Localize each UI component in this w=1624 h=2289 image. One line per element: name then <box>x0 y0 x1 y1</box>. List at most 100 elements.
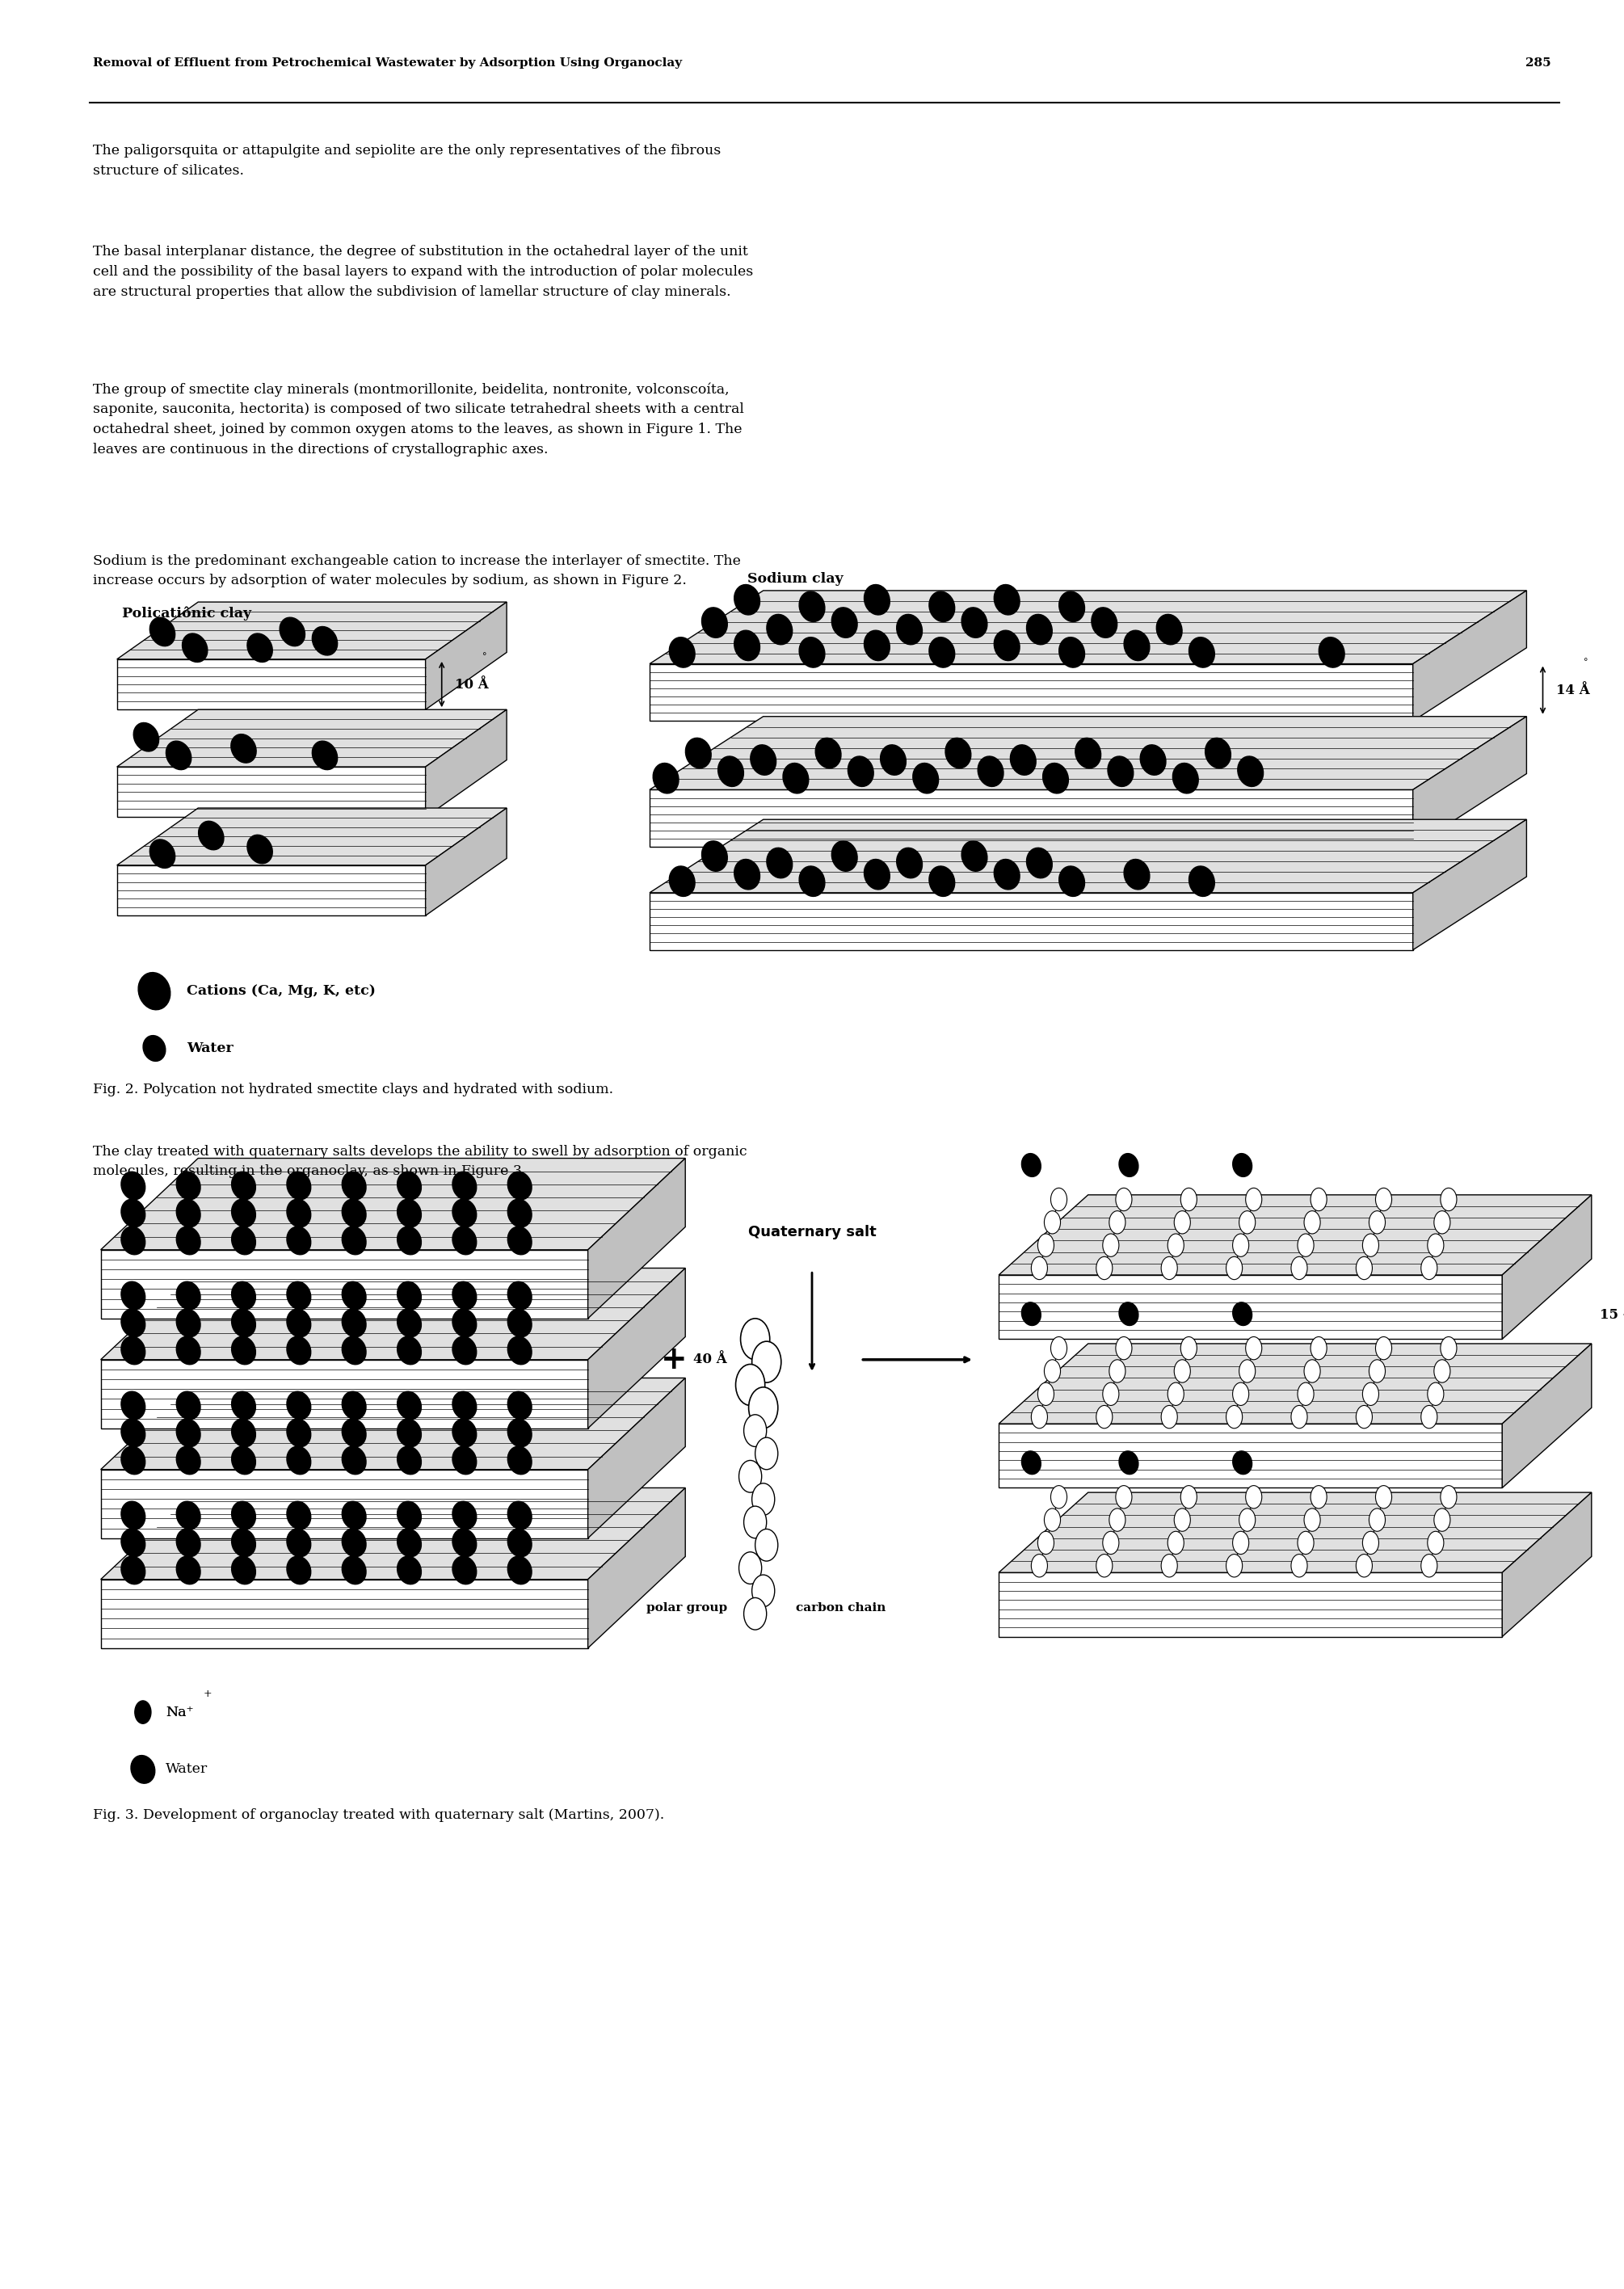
Ellipse shape <box>1124 629 1150 662</box>
Circle shape <box>1356 1257 1372 1280</box>
Ellipse shape <box>232 1199 255 1227</box>
Polygon shape <box>588 1268 685 1428</box>
Ellipse shape <box>734 858 760 890</box>
Polygon shape <box>1502 1492 1592 1637</box>
Polygon shape <box>117 602 507 659</box>
Ellipse shape <box>1021 1302 1041 1325</box>
Ellipse shape <box>287 1227 310 1254</box>
Circle shape <box>135 1701 151 1724</box>
Ellipse shape <box>734 629 760 662</box>
Ellipse shape <box>767 613 793 645</box>
Ellipse shape <box>138 973 171 1009</box>
Circle shape <box>1440 1188 1457 1211</box>
Circle shape <box>1096 1405 1112 1428</box>
Ellipse shape <box>864 629 890 662</box>
Circle shape <box>1376 1188 1392 1211</box>
Circle shape <box>1109 1360 1125 1383</box>
Ellipse shape <box>122 1172 145 1199</box>
Circle shape <box>1181 1188 1197 1211</box>
Circle shape <box>1096 1554 1112 1577</box>
Ellipse shape <box>702 840 728 872</box>
Polygon shape <box>425 710 507 817</box>
Ellipse shape <box>1189 865 1215 897</box>
Ellipse shape <box>799 636 825 668</box>
Circle shape <box>1031 1257 1047 1280</box>
Ellipse shape <box>864 858 890 890</box>
Circle shape <box>1051 1337 1067 1360</box>
Circle shape <box>1174 1508 1190 1531</box>
Polygon shape <box>999 1344 1592 1424</box>
Ellipse shape <box>508 1557 531 1584</box>
Ellipse shape <box>398 1337 421 1364</box>
Ellipse shape <box>453 1172 476 1199</box>
Circle shape <box>1291 1554 1307 1577</box>
Polygon shape <box>588 1378 685 1538</box>
Ellipse shape <box>1059 865 1085 897</box>
Ellipse shape <box>343 1282 365 1309</box>
Text: The clay treated with quaternary salts develops the ability to swell by adsorpti: The clay treated with quaternary salts d… <box>93 1144 747 1179</box>
Ellipse shape <box>718 755 744 787</box>
Ellipse shape <box>453 1227 476 1254</box>
Text: Sodium is the predominant exchangeable cation to increase the interlayer of smec: Sodium is the predominant exchangeable c… <box>93 554 741 588</box>
Text: polar group: polar group <box>646 1602 728 1614</box>
Text: °: ° <box>482 652 487 662</box>
Circle shape <box>1116 1337 1132 1360</box>
Circle shape <box>1304 1211 1320 1234</box>
Ellipse shape <box>398 1282 421 1309</box>
Text: Sodium clay: Sodium clay <box>747 572 843 586</box>
Polygon shape <box>650 790 1413 847</box>
Text: The paligorsquita or attapulgite and sepiolite are the only representatives of t: The paligorsquita or attapulgite and sep… <box>93 144 721 179</box>
Circle shape <box>1363 1383 1379 1405</box>
Circle shape <box>1168 1234 1184 1257</box>
Circle shape <box>1044 1211 1060 1234</box>
Polygon shape <box>1413 819 1527 950</box>
Ellipse shape <box>913 762 939 794</box>
Ellipse shape <box>177 1502 200 1529</box>
Text: Fig. 2. Polycation not hydrated smectite clays and hydrated with sodium.: Fig. 2. Polycation not hydrated smectite… <box>93 1083 612 1096</box>
Ellipse shape <box>231 735 257 762</box>
Circle shape <box>1044 1508 1060 1531</box>
Ellipse shape <box>343 1199 365 1227</box>
Ellipse shape <box>122 1282 145 1309</box>
Ellipse shape <box>1010 744 1036 776</box>
Text: +: + <box>661 1344 687 1376</box>
Ellipse shape <box>453 1199 476 1227</box>
Ellipse shape <box>343 1557 365 1584</box>
Circle shape <box>1421 1554 1437 1577</box>
Circle shape <box>1038 1383 1054 1405</box>
Circle shape <box>1311 1337 1327 1360</box>
Polygon shape <box>999 1275 1502 1339</box>
Polygon shape <box>999 1573 1502 1637</box>
Polygon shape <box>650 893 1413 950</box>
Circle shape <box>1174 1211 1190 1234</box>
Polygon shape <box>117 659 425 710</box>
Ellipse shape <box>398 1557 421 1584</box>
Circle shape <box>1369 1508 1385 1531</box>
Circle shape <box>1226 1405 1242 1428</box>
Ellipse shape <box>122 1557 145 1584</box>
Ellipse shape <box>848 755 874 787</box>
Circle shape <box>1246 1337 1262 1360</box>
Circle shape <box>1356 1405 1372 1428</box>
Circle shape <box>1369 1211 1385 1234</box>
Ellipse shape <box>453 1282 476 1309</box>
Ellipse shape <box>453 1309 476 1337</box>
Ellipse shape <box>343 1172 365 1199</box>
Circle shape <box>1239 1211 1255 1234</box>
Circle shape <box>1096 1257 1112 1280</box>
Ellipse shape <box>508 1282 531 1309</box>
Ellipse shape <box>1026 613 1052 645</box>
Ellipse shape <box>929 591 955 623</box>
Ellipse shape <box>177 1227 200 1254</box>
Ellipse shape <box>453 1392 476 1419</box>
Circle shape <box>1109 1508 1125 1531</box>
Ellipse shape <box>177 1172 200 1199</box>
Circle shape <box>1369 1360 1385 1383</box>
Circle shape <box>749 1387 778 1428</box>
Circle shape <box>1103 1383 1119 1405</box>
Ellipse shape <box>122 1529 145 1557</box>
Ellipse shape <box>508 1419 531 1447</box>
Circle shape <box>1421 1405 1437 1428</box>
Circle shape <box>1427 1383 1444 1405</box>
Circle shape <box>1181 1486 1197 1508</box>
